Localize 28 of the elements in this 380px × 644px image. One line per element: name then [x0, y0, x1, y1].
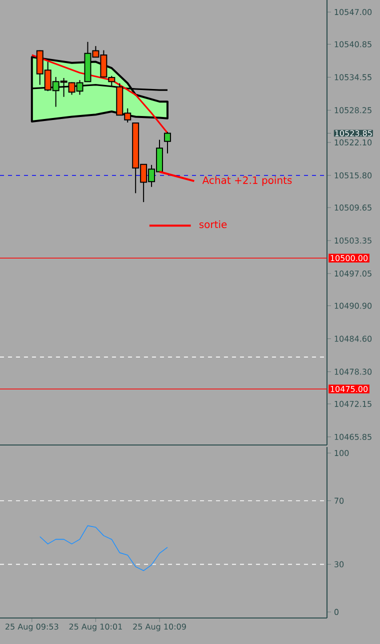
- y-tick-label: 0: [334, 608, 338, 615]
- y-tick-label: 10503.35: [334, 238, 372, 244]
- annotation: sortie: [199, 220, 227, 228]
- y-tick-label: 10484.60: [334, 336, 372, 342]
- y-tick-label: 10465.85: [334, 434, 372, 440]
- y-tick-label: 10509.65: [334, 204, 372, 211]
- x-tick-label: 25 Aug 10:01: [69, 624, 122, 632]
- x-tick-label: 25 Aug 10:09: [133, 624, 186, 632]
- candlestick: [164, 131, 171, 154]
- y-tick-label: 10490.90: [334, 302, 372, 309]
- y-tick-label: 10497.05: [334, 270, 372, 277]
- y-tick-label: 10523.85: [335, 130, 372, 136]
- y-tick-label: 10522.10: [334, 139, 372, 146]
- x-tick-label: 25 Aug 09:53: [6, 624, 58, 632]
- line-series: [39, 525, 168, 572]
- y-tick-label: 30: [334, 561, 344, 568]
- y-tick-label: 10515.80: [334, 172, 372, 178]
- y-tick-label: 10534.55: [334, 74, 372, 80]
- y-tick-label: 10547.00: [334, 9, 372, 16]
- y-tick-label: 10540.85: [334, 41, 372, 48]
- y-tick-label: 10528.25: [334, 107, 372, 114]
- y-tick-label: 100: [334, 450, 349, 456]
- y-tick-label: 70: [334, 498, 344, 504]
- ref-line-label: 10500.00: [330, 255, 368, 262]
- ref-line-label: 10475.00: [330, 386, 368, 392]
- y-tick-label: 10478.30: [334, 368, 372, 375]
- y-tick-label: 10472.15: [334, 400, 372, 407]
- annotation: Achat +2.1 points: [202, 176, 292, 186]
